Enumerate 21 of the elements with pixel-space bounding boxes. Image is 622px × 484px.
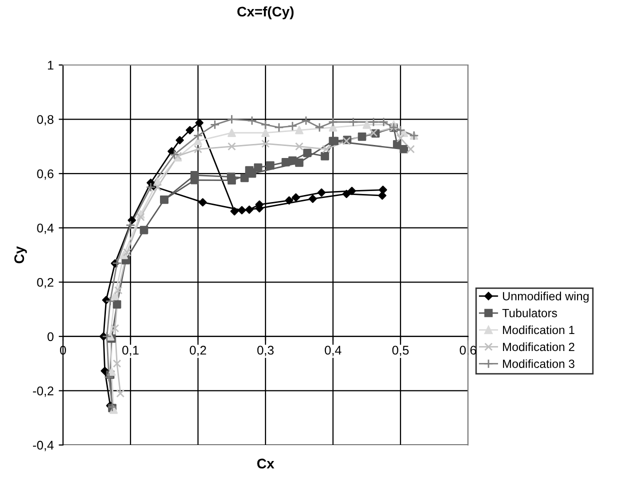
- y-axis-title: Cy: [14, 246, 27, 264]
- y-tick-label: 0,2: [37, 278, 54, 288]
- x-tick-label: 0,5: [392, 346, 409, 356]
- legend-label: Modification 1: [503, 325, 574, 334]
- legend-label: Modification 3: [503, 359, 574, 368]
- x-tick-label: 0,1: [122, 346, 139, 356]
- x-tick-label: 0,3: [257, 346, 274, 356]
- y-tick-label: -0,2: [32, 386, 54, 397]
- y-tick-label: 0,4: [37, 224, 54, 234]
- chart-title: Cx=f(Cy): [237, 6, 294, 20]
- legend-label: Unmodified wing: [502, 292, 589, 303]
- y-tick-label: 0,8: [37, 115, 54, 126]
- x-tick-label: 0,4: [324, 346, 342, 356]
- legend-label: Tubulators: [502, 308, 557, 318]
- y-tick-label: 0: [48, 332, 54, 342]
- y-tick-label: 0,6: [37, 169, 54, 180]
- legend-label: Modification 2: [503, 342, 574, 352]
- y-tick-label: 1: [48, 60, 54, 70]
- y-tick-label: -0,4: [32, 440, 54, 452]
- x-tick-label: 0,2: [190, 346, 206, 356]
- x-axis-title: Cx: [257, 458, 274, 468]
